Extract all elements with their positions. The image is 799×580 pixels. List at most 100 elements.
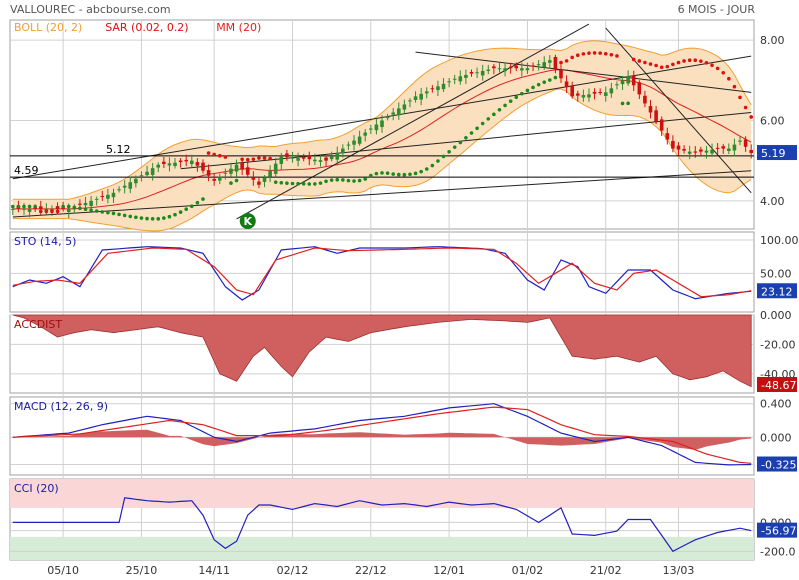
candle-body [66, 208, 71, 212]
y-tick-label: -20.00 [760, 338, 795, 351]
sar-dot [458, 140, 463, 145]
sar-dot [732, 84, 737, 89]
sar-dot [240, 157, 244, 162]
sar-dot [402, 172, 407, 177]
sar-dot [648, 62, 653, 66]
macd-signal-line [12, 406, 752, 464]
candle-body [710, 149, 714, 154]
sar-dot [229, 181, 233, 185]
candle-body [520, 68, 524, 71]
sar-dot [643, 60, 647, 65]
sar-dot [587, 51, 591, 55]
sar-dot [234, 178, 239, 183]
candle-body [441, 83, 446, 90]
candle-body [363, 132, 368, 136]
sar-dot [66, 204, 71, 209]
sar-dot [257, 156, 261, 160]
candle-body [486, 69, 491, 71]
candle-body [134, 178, 138, 184]
sar-dot [424, 167, 429, 171]
sar-dot [50, 209, 54, 214]
sar-dot [251, 157, 256, 161]
sar-dot [285, 181, 289, 185]
candle-body [313, 159, 317, 162]
bollinger-upper-line [12, 40, 752, 200]
x-tick-label: 01/02 [512, 564, 544, 577]
sar-dot [329, 178, 334, 182]
sar-dot [156, 217, 161, 221]
x-tick-label: 13/03 [663, 564, 695, 577]
candle-body [369, 128, 373, 130]
candle-body [106, 194, 110, 199]
candle-body [514, 65, 519, 69]
candle-body [167, 163, 172, 166]
sar-dot [631, 57, 636, 62]
sar-dot [469, 131, 474, 135]
candle-body [413, 96, 418, 100]
candle-body [89, 200, 93, 206]
sar-dot [559, 60, 563, 65]
candle-body [38, 206, 43, 209]
candle-body [329, 156, 334, 160]
y-tick-label: 0.400 [760, 398, 792, 411]
candle-body [548, 60, 552, 63]
y-tick-label: 100.00 [760, 234, 799, 247]
candle-body [145, 171, 149, 176]
last-value-label: 23.12 [761, 285, 793, 298]
sar-dot [492, 112, 496, 117]
macd-histogram [12, 429, 752, 450]
candle-body [290, 157, 295, 159]
sar-dot [10, 204, 15, 209]
sar-dot [94, 209, 99, 213]
chart-title: VALLOUREC - abcbourse.com [10, 3, 171, 16]
candle-body [721, 146, 726, 149]
last-value-label: -48.67 [761, 379, 796, 392]
candle-body [10, 208, 15, 210]
sar-dot [704, 61, 709, 65]
sar-dot [520, 91, 524, 96]
sar-dot [475, 126, 479, 131]
sar-dot [301, 182, 306, 186]
sar-dot [743, 105, 748, 110]
candle-body [492, 66, 496, 69]
sar-dot [531, 85, 535, 90]
sar-dot [134, 215, 138, 220]
candle-body [475, 72, 479, 74]
support-level-label: 5.12 [106, 143, 131, 156]
sar-dot [117, 212, 121, 217]
legend-entry: BOLL (20, 2) [14, 21, 82, 34]
sar-dot [452, 145, 457, 149]
candle-body [357, 136, 362, 144]
sar-dot [83, 207, 88, 212]
candle-body [346, 144, 351, 146]
candle-body [117, 189, 121, 191]
sar-dot [626, 101, 630, 106]
sar-dot [581, 52, 586, 56]
sar-dot [682, 59, 686, 63]
signal-marker-label: K [243, 215, 252, 228]
candle-body [173, 162, 177, 166]
candle-body [676, 145, 681, 150]
bollinger-lower-line [12, 88, 752, 232]
candle-body [648, 106, 653, 113]
last-value-badge [757, 283, 797, 299]
candle-body [27, 208, 32, 212]
candle-body [55, 206, 60, 209]
candle-body [396, 108, 401, 116]
sar-dot [553, 75, 558, 80]
sar-dot [100, 210, 105, 214]
sar-dot [369, 173, 373, 178]
support-level-label: 4.59 [14, 164, 39, 177]
y-tick-label: 50.00 [760, 267, 792, 280]
candle-body [273, 163, 278, 174]
sar-dot [78, 206, 82, 211]
candle-body [480, 70, 485, 76]
sar-dot [464, 136, 468, 140]
trend-line [12, 170, 752, 218]
sar-dot [352, 179, 356, 183]
x-tick-label: 12/01 [433, 564, 465, 577]
sar-dot [72, 205, 77, 210]
sar-dot [687, 58, 692, 62]
